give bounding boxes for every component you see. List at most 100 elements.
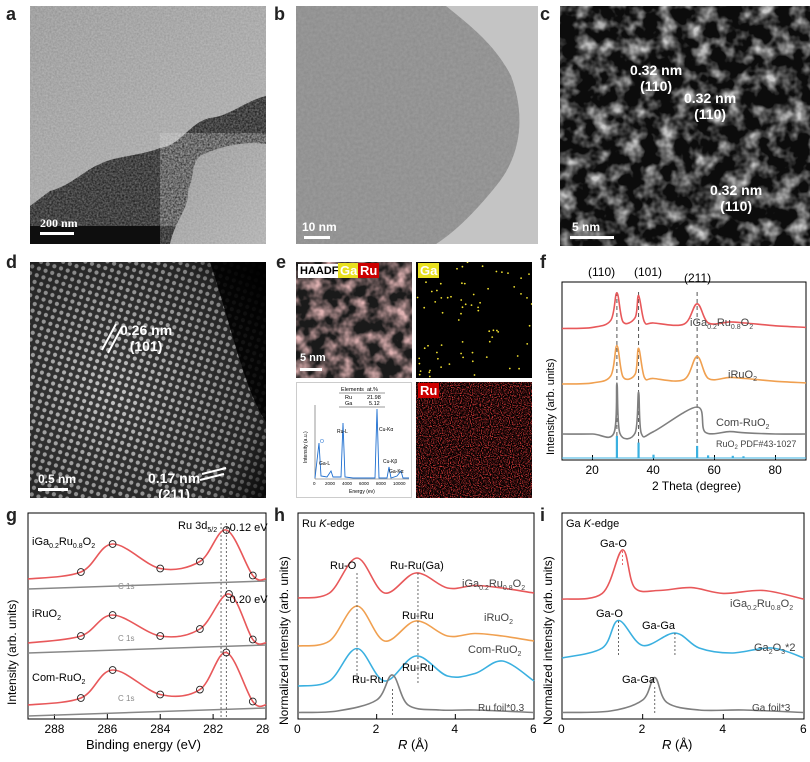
fringe-annotation: 0.26 nm (101) [120, 322, 172, 354]
c1s-label: C 1s [118, 634, 134, 643]
eds-row-ga-value: 5.12 [369, 401, 380, 407]
eds-ylabel: Intensity (a.u.) [303, 431, 309, 463]
ga-dot [423, 347, 426, 350]
peak-ru-ru-ga: Ru-Ru(Ga) [390, 560, 444, 572]
ga-dot [530, 303, 532, 305]
eds-xtick: 0 [313, 481, 316, 486]
eds-row-ga-element: Ga [345, 401, 353, 407]
svg-text:iRuO2: iRuO2 [728, 369, 757, 383]
ga-dot [439, 282, 442, 285]
trace-label-iruo2: iRuO2 [728, 369, 757, 383]
ga-dot [457, 319, 460, 321]
eds-xtick: 8000 [376, 481, 387, 486]
xps-data-point [222, 526, 231, 534]
peak-ga-o: Ga-O [600, 538, 627, 550]
fringe-annotation: 0.32 nm (110) [630, 62, 682, 94]
x-tick-label: 6 [530, 722, 537, 736]
sample-label-iruo2: iRuO2 [32, 608, 61, 622]
panel-label: i [540, 505, 546, 525]
ga-dot [508, 367, 511, 370]
ga-dot [481, 265, 484, 268]
ga-dot [492, 329, 495, 332]
ga-dot [446, 296, 449, 299]
ga-dot [497, 331, 500, 333]
ga-dot [526, 343, 529, 345]
panel-label: b [274, 4, 285, 24]
shift-label-2: -0.20 eV [226, 594, 268, 606]
hkl-index: (110) [640, 78, 673, 94]
xps-data-point [156, 690, 165, 699]
ga-dot [471, 360, 474, 363]
xrd-series-line [561, 291, 807, 330]
svg-text:Com-RuO2: Com-RuO2 [716, 417, 770, 431]
svg-text:RuO2 PDF#43-1027: RuO2 PDF#43-1027 [716, 439, 796, 451]
peak-ga-ga: Ga-Ga [642, 620, 676, 632]
tem-texture [296, 6, 538, 244]
edge-label: Ru K-edge [302, 518, 355, 530]
x-tick-label: 0 [294, 722, 301, 736]
panel-b: b 10 nm [270, 0, 538, 248]
exafs-series-line [297, 674, 535, 714]
sample-label-iruo2: iRuO2 [484, 612, 513, 626]
xps-background [27, 707, 267, 717]
x-axis-label: R (Å) [398, 737, 428, 752]
sample-label-iga: iGa0.2Ru0.8O2 [32, 536, 95, 550]
eds-xtick: 10000 [393, 481, 406, 486]
ga-dot [479, 301, 481, 304]
xps-data-point [222, 648, 231, 657]
panel-g: g Intensity (arb. units) Binding energy … [0, 505, 276, 757]
peak-label-110: (110) [588, 265, 615, 279]
xrd-series-line [561, 382, 807, 440]
sample-label-comruo2: Com-RuO2 [468, 644, 522, 658]
xps-data-point [156, 564, 165, 573]
panel-d: d 0.26 nm (101) [0, 250, 268, 500]
xps-data-point [77, 568, 85, 576]
ga-dot [461, 265, 464, 268]
peak-ga-ga: Ga-Ga [622, 674, 656, 686]
ru-elemental-map: Ru [416, 382, 532, 498]
svg-text:iGa0.2Ru0.8O2: iGa0.2Ru0.8O2 [462, 578, 525, 592]
svg-text:Ga K-edge: Ga K-edge [566, 518, 619, 530]
hkl-index: (110) [694, 106, 727, 122]
panel-c: c 0.32 nm (110) 0.32 nm (110) 0.32 nm (1… [540, 0, 810, 248]
x-tick-label: 0 [558, 722, 565, 736]
eds-xtick: 2000 [325, 481, 336, 486]
peak-label-101: (101) [634, 265, 662, 279]
y-axis-label: Intensity (arb. units) [5, 600, 19, 705]
trace-label-comruo2: Com-RuO2 [716, 417, 770, 431]
lattice-texture [30, 262, 266, 498]
svg-text:iGa0.2Ru0.8O2: iGa0.2Ru0.8O2 [730, 598, 793, 612]
fringe-annotation: 0.32 nm (110) [684, 90, 736, 122]
ga-dot [440, 297, 443, 299]
panel-a: a 200 nm [0, 0, 268, 248]
scale-bar [304, 236, 330, 239]
panel-i: i Normalized intensity (arb. units) R (Å… [540, 505, 810, 757]
ru-texture [416, 382, 532, 498]
eds-xtick: 4000 [342, 481, 353, 486]
sample-label-ga2o3: Ga2O3*2 [754, 642, 795, 656]
hkl-index: (211) [158, 486, 191, 498]
peak-ru-ru: Ru-Ru [402, 662, 434, 674]
scale-bar-label: 5 nm [300, 352, 326, 364]
ga-dot [428, 375, 431, 378]
exafs-series-line [297, 557, 535, 599]
ga-dot [429, 369, 431, 372]
xps-data-point [77, 694, 85, 702]
ga-dot [516, 355, 519, 357]
svg-text:Com-RuO2: Com-RuO2 [468, 644, 522, 658]
ga-elemental-map: Ga [416, 262, 532, 378]
ga-dot [418, 362, 421, 365]
panel-label: d [6, 252, 17, 272]
ga-dot [466, 262, 469, 264]
xps-data-point [196, 685, 204, 694]
panel-h: h Normalized intensity (arb. units) R (Å… [272, 505, 538, 757]
edge-label: Ru 3d5/2 [178, 520, 217, 534]
exafs-series-line [561, 549, 805, 600]
x-tick-label: 286 [97, 722, 117, 736]
ga-dot [461, 282, 463, 285]
y-axis-label: Intensity (arb. units) [545, 358, 557, 455]
hkl-index: (110) [720, 198, 753, 214]
exafs-series-line [561, 676, 805, 714]
ga-dot [436, 289, 438, 292]
ga-dot [464, 303, 467, 306]
